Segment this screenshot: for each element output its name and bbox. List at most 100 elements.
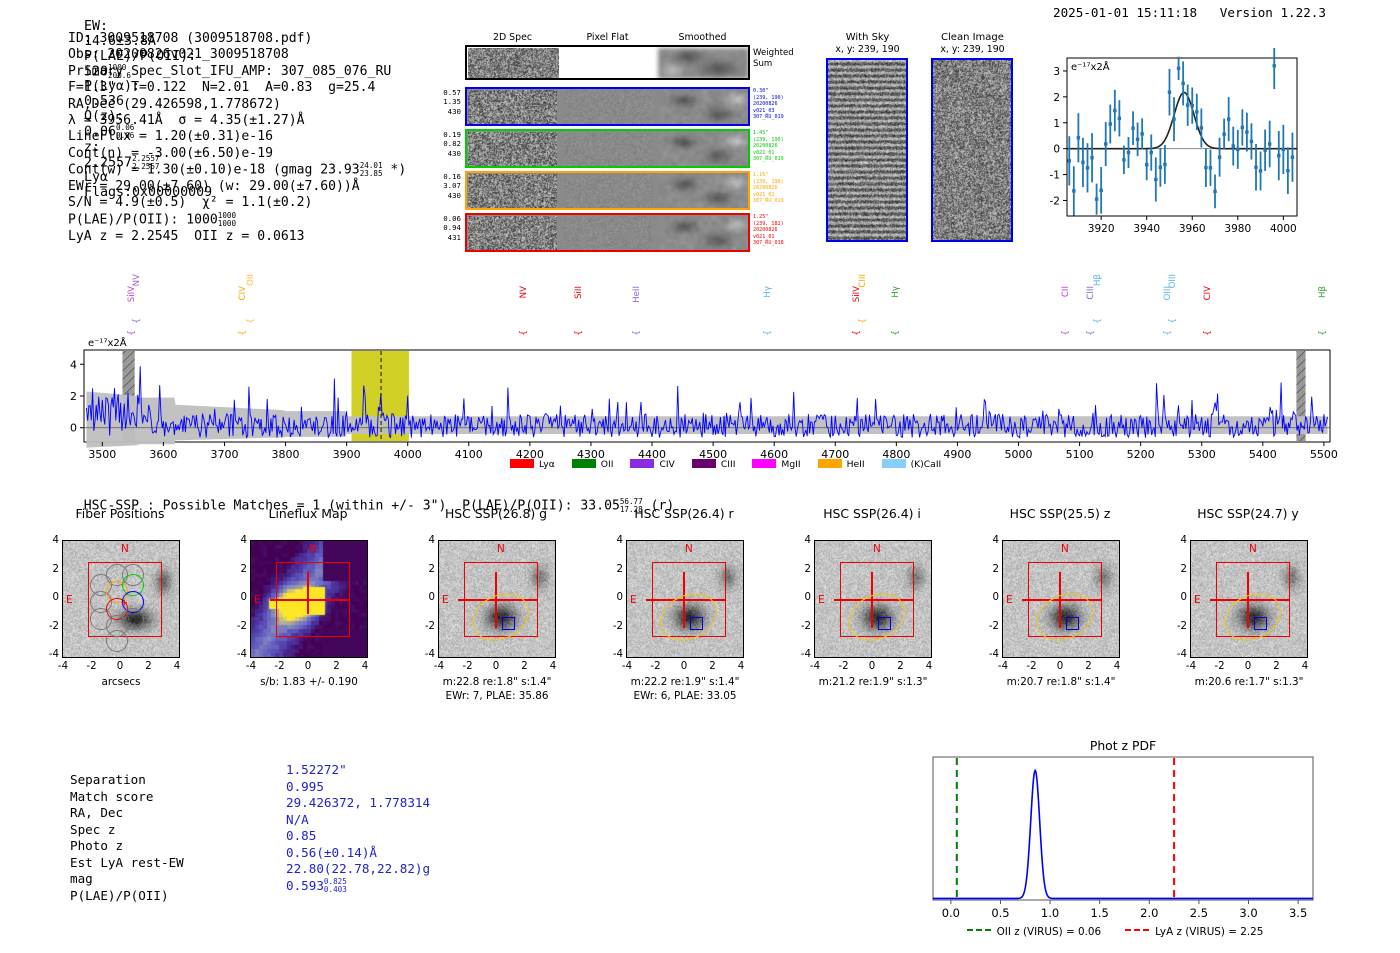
emission-line-bracket-icon: { bbox=[518, 330, 529, 336]
cutout-ytick: -4 bbox=[1176, 649, 1187, 660]
match-value-text: 0.85 bbox=[286, 828, 317, 843]
cutout-ytick: 0 bbox=[52, 592, 59, 603]
fiber-left-label: 0.82 bbox=[443, 139, 461, 149]
svg-text:4700: 4700 bbox=[821, 448, 849, 461]
fiber-left-label: 430 bbox=[447, 106, 461, 116]
crosshair-vertical bbox=[683, 571, 685, 615]
fiber-right-labels-0: 0.30" (239, 190) 20200826 v021_03 307_RU_019 bbox=[753, 88, 813, 121]
crosshair-horizontal bbox=[457, 599, 539, 601]
fiber-right-label: (239, 190) bbox=[753, 136, 784, 143]
info-lineflux: LineFlux = 1.20(±0.31)e-16 bbox=[68, 129, 273, 145]
svg-text:5400: 5400 bbox=[1249, 448, 1277, 461]
phot-z-xtick: 2.5 bbox=[1190, 906, 1208, 920]
info-fwhm: F=1.3" T=0.122 N=2.01 A=0.83 g=25.4 bbox=[68, 80, 376, 96]
fiber-right-label: 1.45" bbox=[753, 130, 769, 136]
phot-z-legend-item-0: OII z (VIRUS) = 0.06 bbox=[966, 926, 1101, 938]
fiber-row-2[interactable] bbox=[465, 171, 750, 210]
plae-hi: 1000 bbox=[108, 63, 127, 72]
svg-text:3980: 3980 bbox=[1224, 223, 1251, 235]
legend-label: MgII bbox=[781, 459, 801, 470]
aperture-box bbox=[652, 561, 726, 637]
compass-north-label: N bbox=[1248, 543, 1257, 555]
emission-line-bracket-icon: { bbox=[631, 330, 642, 336]
cutout-xtick: 0 bbox=[868, 661, 876, 672]
cutout-xtick: 0 bbox=[1056, 661, 1064, 672]
match-value: 29.426372, 1.778314 bbox=[286, 795, 430, 812]
sky-panel-image-0[interactable] bbox=[826, 58, 908, 242]
hsc-header-text: HSC-SSP : Possible Matches = 1 (within +… bbox=[83, 498, 620, 514]
cutout-ytick: 0 bbox=[240, 592, 247, 603]
fiber-right-labels-1: 1.45" (239, 190) 20200826 v021_01 307_RU_019 bbox=[753, 130, 813, 163]
fiber-right-label: (239, 190) bbox=[753, 94, 784, 101]
phot-z-title: Phot z PDF bbox=[1090, 738, 1156, 753]
fiber-row-1[interactable] bbox=[465, 129, 750, 168]
cutout-xtick: -2 bbox=[650, 661, 661, 672]
cutout-title-2: HSC SSP(26.8) g bbox=[444, 506, 548, 521]
cutout-ytick: 2 bbox=[804, 563, 811, 575]
spec2d-col-title-2: Smoothed bbox=[678, 32, 727, 43]
match-value-text: 0.56(±0.14)Å bbox=[286, 844, 377, 860]
match-key: RA, Dec bbox=[70, 805, 124, 820]
phot-z-xtick: 1.0 bbox=[1041, 906, 1059, 920]
svg-text:4600: 4600 bbox=[760, 448, 788, 461]
phot-z-legend-label: LyA z (VIRUS) = 2.25 bbox=[1155, 926, 1264, 938]
fiber-left-labels-3: 0.06 0.94 431 bbox=[425, 214, 461, 242]
svg-text:4900: 4900 bbox=[943, 448, 971, 461]
cutout-ytick: -2 bbox=[612, 620, 623, 632]
fiber-right-label: 20200826 bbox=[753, 101, 778, 107]
info-gmag-tail: *) bbox=[382, 162, 407, 178]
spec2d-col-title-0: 2D Spec bbox=[493, 32, 532, 43]
emission-line-label: CII bbox=[1061, 286, 1072, 298]
hsc-header-lo: 17.28 bbox=[619, 504, 643, 514]
cutout-caption-0: arcsecs bbox=[101, 676, 141, 688]
z-line: Lyα bbox=[84, 170, 109, 186]
cutout-xtick: -2 bbox=[838, 661, 849, 672]
cutout-xtick: -2 bbox=[1026, 661, 1037, 672]
legend-label: OII bbox=[600, 459, 614, 470]
z-value: 2.2557 bbox=[84, 155, 133, 171]
aperture-box bbox=[1216, 561, 1290, 637]
cutout-xtick: 2 bbox=[897, 661, 904, 672]
cutout-ytick: -4 bbox=[236, 649, 247, 660]
fiber-row-3[interactable] bbox=[465, 213, 750, 252]
cutout-ytick: 4 bbox=[616, 535, 623, 546]
fiber-left-label: 3.07 bbox=[443, 181, 461, 191]
fiber-circle[interactable] bbox=[106, 630, 128, 652]
svg-text:3900: 3900 bbox=[333, 448, 361, 461]
emission-line-label: CIII bbox=[1085, 286, 1096, 300]
fiber-left-label: 0.16 bbox=[443, 172, 461, 181]
svg-text:3: 3 bbox=[1053, 66, 1060, 78]
emission-line-label: NV bbox=[518, 286, 529, 299]
z-label: z: bbox=[84, 139, 101, 155]
fiber-circle[interactable] bbox=[122, 608, 144, 630]
crosshair-vertical bbox=[1059, 571, 1061, 615]
fiber-right-label: 20200826 bbox=[753, 227, 778, 233]
fiber-right-label: v021_03 bbox=[753, 107, 775, 114]
svg-text:3700: 3700 bbox=[210, 448, 238, 461]
flags-label: Flags:0x00000009 bbox=[84, 185, 213, 201]
fiber-left-label: 0.06 bbox=[443, 214, 461, 223]
legend-item-CIII: CIII bbox=[691, 459, 735, 470]
spec2d-panel-group: 2D Spec Pixel Flat Smoothed Weighted Sum 0.5… bbox=[443, 32, 800, 257]
svg-text:2: 2 bbox=[1053, 92, 1060, 104]
svg-text:4: 4 bbox=[70, 358, 77, 371]
svg-text:0: 0 bbox=[70, 422, 77, 435]
cutout-image-0[interactable]: + N E bbox=[62, 540, 180, 658]
qz-hi: 0.06 bbox=[116, 123, 135, 133]
phot-z-xtick: 3.0 bbox=[1239, 906, 1257, 920]
emission-line-label: Hβ bbox=[1092, 274, 1103, 286]
sky-panel-image-1[interactable] bbox=[931, 58, 1013, 242]
phot-z-xtick: 3.5 bbox=[1289, 906, 1307, 920]
cutout-title-4: HSC SSP(26.4) i bbox=[823, 506, 921, 521]
fiber-row-0[interactable] bbox=[465, 87, 750, 126]
fiber-left-labels-2: 0.16 3.07 430 bbox=[425, 172, 461, 200]
compass-north-label: N bbox=[1060, 543, 1069, 555]
svg-text:e⁻¹⁷x2Å: e⁻¹⁷x2Å bbox=[1071, 60, 1110, 73]
cutout-xtick: -4 bbox=[433, 661, 445, 672]
